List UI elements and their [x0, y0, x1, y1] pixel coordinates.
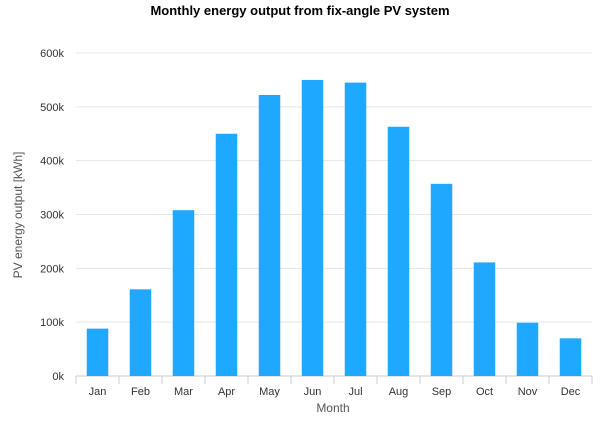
bar-sep [430, 183, 453, 376]
bar-dec [559, 338, 582, 376]
y-axis-ticks: 0k 100k 200k 300k 400k 500k 600k [40, 48, 64, 383]
y-tick-label: 300k [40, 210, 64, 222]
x-tick-label: Dec [561, 386, 581, 398]
bars [86, 79, 582, 377]
y-tick-label: 600k [40, 48, 64, 60]
y-tick-label: 400k [40, 156, 64, 168]
y-tick-label: 100k [40, 317, 64, 329]
gridlines [76, 52, 592, 377]
x-tick-label: Apr [218, 386, 235, 398]
y-tick-label: 200k [40, 263, 64, 275]
bar-oct [473, 262, 496, 376]
y-tick-label: 500k [40, 102, 64, 114]
x-axis-label: Month [316, 401, 349, 415]
bar-nov [516, 322, 539, 376]
bar-feb [129, 289, 152, 376]
x-tick-label: Jan [89, 386, 107, 398]
x-tick-label: Nov [518, 386, 538, 398]
bar-aug [387, 126, 410, 376]
bar-may [258, 94, 281, 377]
x-tick-label: Feb [131, 386, 150, 398]
x-tick-label: May [259, 386, 280, 398]
chart-title: Monthly energy output from fix-angle PV … [150, 3, 449, 18]
y-axis-label: PV energy output [kWh] [11, 152, 25, 279]
bar-mar [172, 210, 195, 376]
x-tick-label: Sep [432, 386, 452, 398]
bar-apr [215, 133, 238, 376]
x-axis-ticks: Jan Feb Mar Apr May Jun Jul Aug Sep Oct Nov Dec [75, 376, 593, 398]
x-tick-label: Jun [304, 386, 322, 398]
bar-jan [86, 328, 109, 376]
bar-jun [301, 79, 324, 377]
x-tick-label: Mar [174, 386, 193, 398]
y-tick-label: 0k [52, 371, 64, 383]
x-tick-label: Oct [476, 386, 493, 398]
x-tick-label: Jul [348, 386, 362, 398]
bar-jul [344, 82, 367, 376]
x-tick-label: Aug [389, 386, 409, 398]
